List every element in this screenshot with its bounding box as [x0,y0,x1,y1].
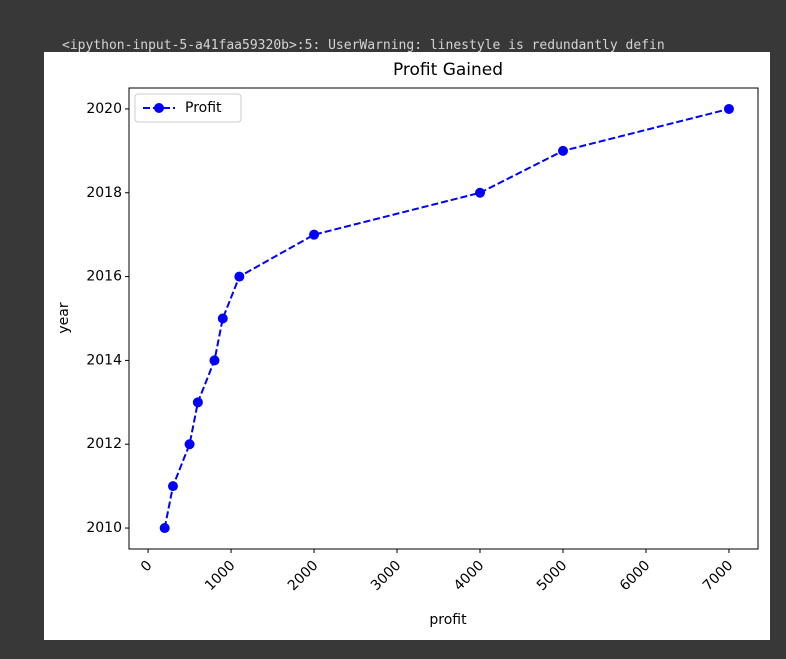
data-point [184,439,195,450]
y-tick-label: 2016 [86,269,122,285]
data-point [723,103,734,114]
x-tick-label: 6000 [617,558,654,595]
x-axis-label: profit [429,612,467,628]
data-point [475,187,486,198]
data-point [309,229,320,240]
y-tick-label: 2020 [86,101,122,117]
data-line [163,107,730,529]
data-point [167,481,178,492]
data-point [557,145,568,156]
x-tick-label: 7000 [700,558,737,595]
y-tick-label: 2012 [86,436,122,452]
legend-marker [154,103,164,113]
y-tick-label: 2018 [86,185,122,201]
y-tick-label: 2010 [86,520,122,536]
y-tick-label: 2014 [86,352,122,368]
data-point [159,523,170,534]
x-tick-label: 0 [138,558,156,576]
x-tick-label: 3000 [368,558,405,595]
x-tick-label: 4000 [451,558,488,595]
data-point [209,355,220,366]
data-point [192,397,203,408]
x-tick-label: 2000 [285,558,322,595]
y-axis-label: year [56,302,72,333]
x-tick-label: 1000 [202,558,239,595]
plot-frame [128,87,759,550]
chart-title: Profit Gained [393,60,503,80]
console-output: <ipython-input-5-a41faa59320b>:5: UserWa… [0,0,786,52]
data-point [217,313,228,324]
x-tick-label: 5000 [534,558,571,595]
legend-box [134,93,242,123]
legend-label: Profit [185,100,222,116]
chart: Profit Gained profit year 2010 2012 2014 20… [44,52,770,640]
console-line: <ipython-input-5-a41faa59320b>:5: UserWa… [62,38,665,52]
data-point [234,271,245,282]
